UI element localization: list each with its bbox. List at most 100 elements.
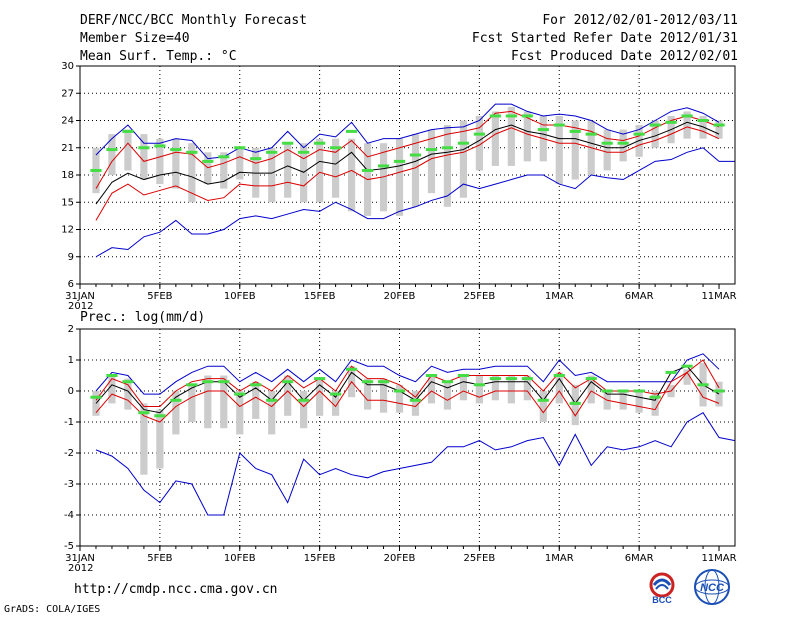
range-bar xyxy=(715,120,723,139)
forecast-marker xyxy=(345,367,358,371)
ncc-logo-text: NCC xyxy=(700,582,725,594)
forecast-marker xyxy=(537,128,549,132)
y-tick-label: 1 xyxy=(68,355,74,366)
upper-line xyxy=(95,110,720,189)
forecast-marker xyxy=(361,168,374,172)
min-line xyxy=(95,147,735,258)
forecast-marker xyxy=(234,146,246,150)
member-size: Member Size=40 xyxy=(80,31,190,46)
forecast-marker xyxy=(553,374,565,377)
forecast-marker xyxy=(314,141,326,145)
range-bar xyxy=(220,152,228,189)
range-bar xyxy=(108,375,116,404)
x-tick-label: 6MAR xyxy=(625,291,654,302)
forecast-marker xyxy=(649,395,661,399)
forecast-marker xyxy=(330,146,342,150)
forecast-marker xyxy=(441,146,454,150)
range-bar xyxy=(172,138,180,189)
range-bar xyxy=(379,378,388,413)
y-tick-label: -4 xyxy=(64,510,74,521)
forecast-marker xyxy=(90,395,102,399)
forecast-marker xyxy=(345,129,358,133)
x-tick-label: 15FEB xyxy=(304,553,336,564)
range-bar xyxy=(427,129,436,194)
x-tick-label: 25FEB xyxy=(464,553,496,564)
forecast-marker xyxy=(665,120,677,124)
y-tick-label: 9 xyxy=(68,252,74,263)
forecast-marker xyxy=(585,132,597,136)
forecast-marker xyxy=(601,389,613,393)
forecast-marker xyxy=(154,414,166,418)
range-bar xyxy=(220,375,228,429)
chart-title: DERF/NCC/BCC Monthly Forecast xyxy=(80,13,307,28)
forecast-marker xyxy=(425,148,438,152)
range-bar xyxy=(188,384,196,422)
forecast-marker xyxy=(218,155,230,159)
x-tick-label: 11MAR xyxy=(701,291,736,302)
plot-frame xyxy=(79,328,736,547)
forecast-marker xyxy=(553,123,565,127)
forecast-marker xyxy=(697,119,709,122)
x-tick-label: 10FEB xyxy=(224,553,256,564)
mean-line xyxy=(95,365,720,414)
range-bar xyxy=(395,138,404,216)
forecast-marker xyxy=(361,380,374,384)
max-line xyxy=(95,103,720,160)
range-bar xyxy=(140,403,148,475)
range-bar xyxy=(571,384,579,426)
forecast-marker xyxy=(585,377,597,381)
forecast-marker xyxy=(377,380,390,384)
y-tick-label: 24 xyxy=(61,116,74,127)
range-bar xyxy=(475,115,483,171)
range-bar xyxy=(411,134,420,207)
footer-url[interactable]: http://cmdp.ncc.cma.gov.cn xyxy=(74,582,278,597)
range-bar xyxy=(619,391,627,410)
forecast-marker xyxy=(122,129,134,133)
x-tick-label: 5FEB xyxy=(147,291,172,302)
forecast-marker xyxy=(537,398,549,402)
forecast-marker xyxy=(489,114,501,118)
y-tick-label: 6 xyxy=(68,279,74,290)
range-bar xyxy=(571,120,579,180)
range-bar xyxy=(651,120,659,148)
y-tick-label: 27 xyxy=(61,88,74,99)
forecast-marker xyxy=(393,159,406,163)
range-bar xyxy=(236,147,244,180)
forecast-marker xyxy=(106,374,118,377)
x-tick-label: 31JAN xyxy=(65,553,95,564)
y-tick-label: 18 xyxy=(61,170,74,181)
forecast-marker xyxy=(425,374,438,377)
forecast-marker xyxy=(393,389,406,393)
range-bar xyxy=(683,111,691,139)
forecast-marker xyxy=(266,398,278,402)
lower-line xyxy=(95,126,720,221)
lower-line xyxy=(95,371,720,423)
forecast-marker xyxy=(186,383,198,387)
y-tick-label: -1 xyxy=(64,417,74,428)
forecast-marker xyxy=(282,141,294,145)
range-bar xyxy=(683,369,691,385)
y-tick-label: 15 xyxy=(61,197,74,208)
forecast-marker xyxy=(473,132,485,136)
max-line xyxy=(95,353,720,395)
x-year-label: 2012 xyxy=(68,301,93,312)
forecast-marker xyxy=(521,114,533,118)
forecast-marker xyxy=(457,374,470,377)
forecast-marker xyxy=(617,141,629,145)
range-bar xyxy=(459,120,468,198)
range-bar xyxy=(108,134,116,175)
range-bar xyxy=(491,375,499,401)
range-bar xyxy=(300,391,308,429)
forecast-marker xyxy=(298,398,310,402)
forecast-marker xyxy=(617,389,629,393)
range-bar xyxy=(507,106,515,166)
range-bar xyxy=(523,375,531,401)
forecast-marker xyxy=(330,392,342,396)
forecast-marker xyxy=(90,168,102,172)
forecast-marker xyxy=(649,123,661,127)
x-tick-label: 11MAR xyxy=(701,553,736,564)
range-bar xyxy=(491,111,499,166)
refer-date: Fcst Started Refer Date 2012/01/31 xyxy=(471,31,738,46)
bcc-logo-icon: BCC xyxy=(649,572,675,605)
forecast-marker xyxy=(713,389,725,393)
